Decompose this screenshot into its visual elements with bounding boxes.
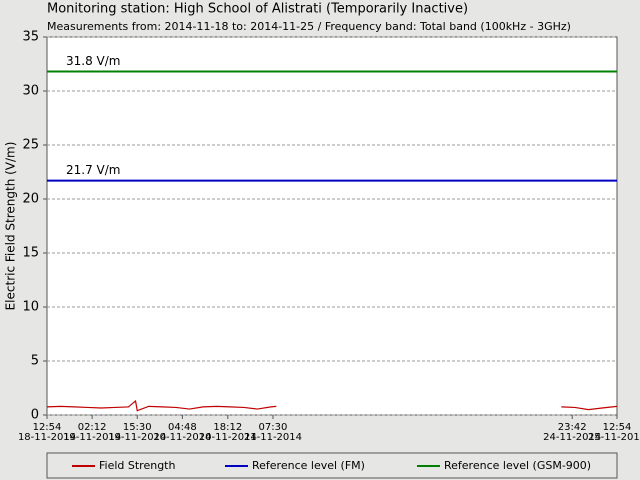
x-tick-label: 18:12 20-11-2014 (198, 422, 257, 443)
x-tick-label: 12:54 18-11-2014 (17, 422, 77, 443)
y-tick-label: 35 (22, 30, 39, 45)
y-axis-label: Electric Field Strength (V/m) (4, 142, 18, 311)
y-tick-label: 30 (22, 84, 39, 99)
x-tick-label: 12:54 25-11-2014 (587, 422, 640, 443)
x-tick-label: 07:30 21-11-2014 (243, 422, 303, 443)
chart-title: Monitoring station: High School of Alist… (47, 2, 468, 17)
y-tick-label: 0 (31, 408, 39, 423)
reference-label: 21.7 V/m (66, 163, 120, 177)
x-tick-label: 02:12 19-11-2014 (63, 422, 122, 443)
legend-label: Field Strength (99, 459, 175, 472)
x-tick-label: 15:30 19-11-2014 (108, 422, 167, 443)
legend-label: Reference level (GSM-900) (444, 459, 591, 472)
plot-area (46, 36, 618, 416)
reference-label: 31.8 V/m (66, 54, 120, 68)
chart-subtitle: Measurements from: 2014-11-18 to: 2014-1… (47, 20, 571, 33)
y-tick-label: 5 (31, 354, 39, 369)
legend-label: Reference level (FM) (252, 459, 365, 472)
y-tick-label: 20 (22, 192, 39, 207)
y-tick-label: 10 (22, 300, 39, 315)
y-tick-label: 25 (22, 138, 39, 153)
legend-box (46, 452, 618, 479)
data-line (46, 399, 618, 412)
x-tick-label: 23:42 24-11-2014 (543, 422, 602, 443)
x-tick-label: 04:48 20-11-2014 (153, 422, 212, 443)
y-tick-label: 15 (22, 246, 39, 261)
